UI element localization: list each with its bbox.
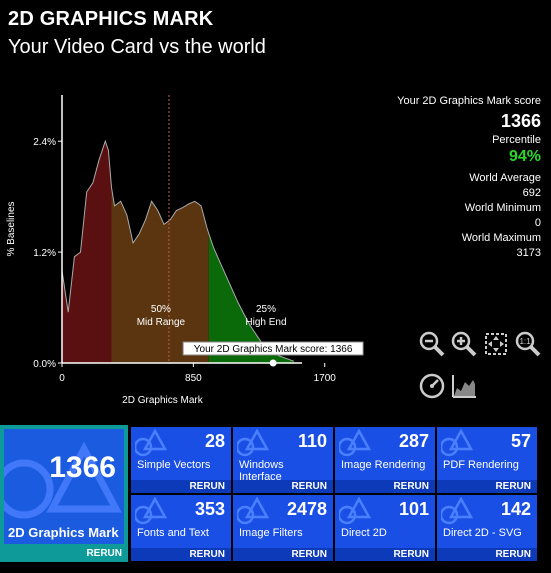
page-title: 2D GRAPHICS MARK [8,8,214,30]
region-low [62,141,112,363]
percentile-value: 94% [508,148,541,165]
mid-range-pct: 50% [151,304,171,315]
rerun-button[interactable]: RERUN [233,548,333,561]
subtest-tile[interactable]: 28 Simple Vectors RERUN [131,427,231,493]
world-minimum-value: 0 [534,217,541,229]
svg-text:1:1: 1:1 [519,337,531,346]
subtest-tile[interactable]: 287 Image Rendering RERUN [335,427,435,493]
subtest-score: 57 [510,431,531,451]
subtest-name: Fonts and Text [137,527,209,539]
subtest-tile[interactable]: 2478 Image Filters RERUN [233,495,333,561]
percentile-label: Percentile [492,134,541,146]
score-marker-label: Your 2D Graphics Mark score: 1366 [194,344,353,355]
shapes-icon [237,429,270,457]
shapes-icon [237,497,270,525]
main-tile-panel: 1366 2D Graphics Mark [4,429,124,544]
zoom-in-icon[interactable] [450,330,478,358]
distribution-line [61,139,294,362]
world-minimum-label: World Minimum [464,202,541,214]
zoom-out-icon[interactable] [418,330,446,358]
y-axis-label: % Baselines [6,201,17,256]
rerun-button[interactable]: RERUN [233,480,333,493]
x-tick-label: 1700 [314,373,337,384]
shapes-icon [441,429,474,457]
x-axis-label: 2D Graphics Mark [122,395,204,406]
x-tick-label: 850 [185,373,202,384]
subtest-score: 2478 [286,499,327,519]
mid-range-label: Mid Range [137,317,186,328]
subtest-tile[interactable]: 110 Windows Interface RERUN [233,427,333,493]
subtest-score: 353 [194,499,225,519]
score-label: Your 2D Graphics Mark score [397,95,541,107]
shapes-icon [4,441,122,519]
subtest-score: 142 [500,499,531,519]
main-tile-score: 1366 [49,451,116,484]
rerun-button[interactable]: RERUN [335,480,435,493]
subtest-tile[interactable]: 57 PDF Rendering RERUN [437,427,537,493]
world-average-label: World Average [469,172,541,184]
y-tick-label: 1.2% [33,248,56,259]
main-rerun-button[interactable]: RERUN [86,548,122,559]
subtest-name: PDF Rendering [443,459,519,471]
region-high [208,233,294,363]
world-maximum-label: World Maximum [461,232,541,244]
subtest-name: Direct 2D [341,527,387,539]
shapes-icon [339,429,372,457]
world-maximum-value: 3173 [516,247,541,259]
shapes-icon [135,429,168,457]
rerun-button[interactable]: RERUN [335,548,435,561]
subtest-score: 101 [398,499,429,519]
high-end-pct: 25% [256,304,276,315]
shapes-icon [441,497,474,525]
zoom-fit-icon[interactable] [482,330,510,358]
subtest-score: 110 [297,431,327,451]
score-value: 1366 [500,111,541,131]
subtest-tile[interactable]: 142 Direct 2D - SVG RERUN [437,495,537,561]
view-toolbar [418,372,478,400]
test-tiles: 1366 2D Graphics Mark RERUN 28 Simple Vec… [0,425,551,565]
area-chart-icon[interactable] [450,372,478,400]
distribution-chart: 2.4% 1.2% 0.0%0 850 1700 % Baselines 2D Graphi… [6,95,364,406]
rerun-button[interactable]: RERUN [437,548,537,561]
subtest-name: Image Rendering [341,459,426,471]
high-end-label: High End [245,317,286,328]
subtest-score: 28 [204,431,225,451]
main-tile-label: 2D Graphics Mark [8,525,119,540]
subtest-name: Image Filters [239,527,303,539]
subtest-tile[interactable]: 101 Direct 2D RERUN [335,495,435,561]
world-average-value: 692 [522,187,541,199]
gauge-icon[interactable] [418,372,446,400]
region-mid [111,187,209,363]
shapes-icon [135,497,168,525]
rerun-button[interactable]: RERUN [437,480,537,493]
y-tick-label: 0.0% [33,359,56,370]
y-tick-label: 2.4% [33,137,56,148]
subtest-tile[interactable]: 353 Fonts and Text RERUN [131,495,231,561]
shapes-icon [339,497,372,525]
score-panel: Your 2D Graphics Mark score 1366 Percent… [321,95,541,262]
zoom-toolbar: 1:1 [418,330,542,358]
subtest-name: Simple Vectors [137,459,211,471]
score-marker-box [182,341,364,356]
subtest-name: Direct 2D - SVG [443,527,522,539]
rerun-button[interactable]: RERUN [131,548,231,561]
x-tick-label: 0 [59,373,65,384]
main-score-tile[interactable]: 1366 2D Graphics Mark RERUN [0,425,128,562]
subtest-score: 287 [398,431,429,451]
score-marker-dot [269,359,277,367]
page-subtitle: Your Video Card vs the world [8,36,266,58]
rerun-button[interactable]: RERUN [131,480,231,493]
zoom-1to1-icon[interactable]: 1:1 [514,330,542,358]
